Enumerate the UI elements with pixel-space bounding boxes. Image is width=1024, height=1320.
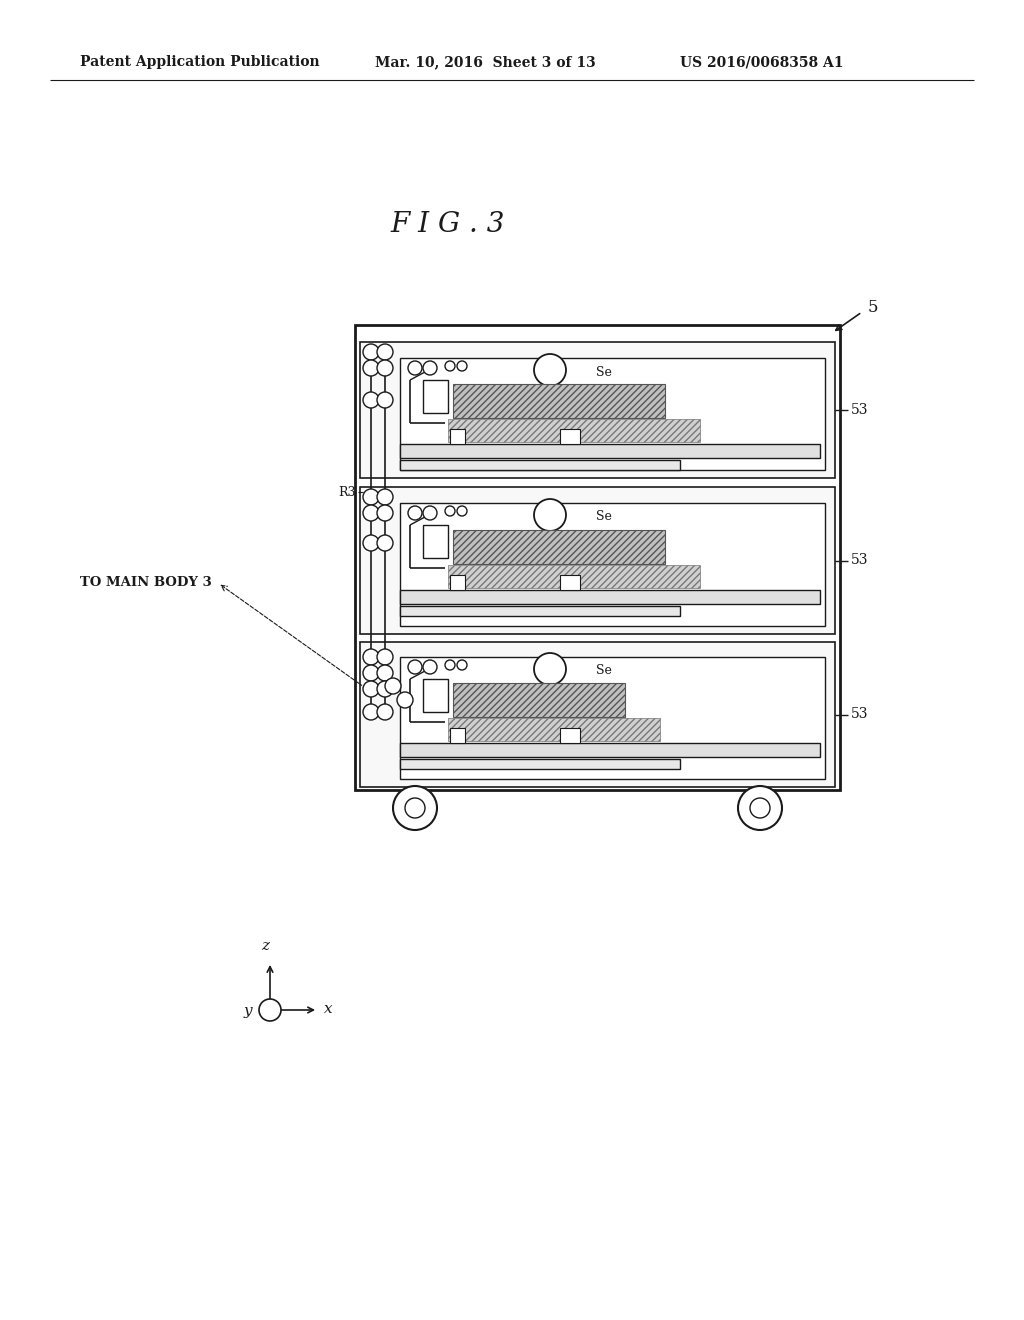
Bar	[355, 325, 840, 789]
Circle shape	[750, 799, 770, 818]
Circle shape	[362, 665, 379, 681]
Circle shape	[408, 660, 422, 675]
Bar	[400, 444, 820, 458]
Bar	[423, 380, 449, 413]
Circle shape	[377, 392, 393, 408]
Bar	[423, 678, 449, 711]
Circle shape	[457, 360, 467, 371]
Text: 53: 53	[851, 708, 868, 722]
Circle shape	[377, 535, 393, 550]
Bar	[449, 418, 700, 442]
Circle shape	[362, 704, 379, 719]
Bar	[400, 743, 820, 756]
Circle shape	[377, 506, 393, 521]
Bar	[560, 729, 580, 743]
Circle shape	[362, 488, 379, 506]
Bar	[400, 657, 825, 779]
Text: Se: Se	[596, 511, 612, 524]
Circle shape	[534, 354, 566, 385]
Bar	[560, 576, 580, 590]
Circle shape	[457, 506, 467, 516]
Bar	[400, 606, 680, 616]
Bar	[453, 531, 665, 564]
Circle shape	[408, 360, 422, 375]
Circle shape	[423, 506, 437, 520]
Circle shape	[445, 506, 455, 516]
Bar	[423, 525, 449, 558]
Text: TO MAIN BODY 3: TO MAIN BODY 3	[80, 577, 212, 590]
Circle shape	[362, 681, 379, 697]
Bar	[453, 682, 625, 717]
Bar	[449, 565, 700, 587]
Circle shape	[397, 692, 413, 708]
Circle shape	[534, 653, 566, 685]
Bar	[400, 459, 680, 470]
Circle shape	[259, 999, 281, 1020]
Bar	[453, 384, 665, 418]
Bar	[400, 358, 825, 470]
Circle shape	[445, 360, 455, 371]
Circle shape	[423, 660, 437, 675]
Text: 53: 53	[851, 403, 868, 417]
Text: US 2016/0068358 A1: US 2016/0068358 A1	[680, 55, 844, 69]
Circle shape	[423, 360, 437, 375]
Text: Mar. 10, 2016  Sheet 3 of 13: Mar. 10, 2016 Sheet 3 of 13	[375, 55, 596, 69]
Bar	[360, 642, 835, 787]
Circle shape	[377, 704, 393, 719]
Circle shape	[377, 360, 393, 376]
Text: Se: Se	[596, 664, 612, 677]
Circle shape	[362, 649, 379, 665]
Text: Patent Application Publication: Patent Application Publication	[80, 55, 319, 69]
Circle shape	[445, 660, 455, 671]
Circle shape	[534, 499, 566, 531]
Circle shape	[457, 660, 467, 671]
Bar	[450, 576, 465, 590]
Circle shape	[385, 678, 401, 694]
Circle shape	[377, 345, 393, 360]
Circle shape	[362, 506, 379, 521]
Text: y: y	[244, 1005, 252, 1018]
Circle shape	[738, 785, 782, 830]
Text: 5: 5	[868, 300, 879, 317]
Bar	[400, 759, 680, 770]
Text: z: z	[261, 939, 269, 953]
Circle shape	[362, 392, 379, 408]
Bar	[360, 342, 835, 478]
Bar	[450, 429, 465, 444]
Bar	[400, 503, 825, 626]
Circle shape	[362, 345, 379, 360]
Circle shape	[362, 535, 379, 550]
Text: Se: Se	[596, 366, 612, 379]
Text: 53: 53	[851, 553, 868, 568]
Bar	[560, 429, 580, 444]
Circle shape	[377, 681, 393, 697]
Bar	[450, 729, 465, 743]
Circle shape	[377, 649, 393, 665]
Circle shape	[377, 665, 393, 681]
Bar	[400, 590, 820, 605]
Text: x: x	[324, 1002, 333, 1016]
Circle shape	[406, 799, 425, 818]
Circle shape	[362, 360, 379, 376]
Circle shape	[408, 506, 422, 520]
Text: F I G . 3: F I G . 3	[390, 211, 505, 239]
Circle shape	[393, 785, 437, 830]
Bar	[360, 487, 835, 634]
Circle shape	[377, 488, 393, 506]
Text: R3: R3	[338, 486, 355, 499]
Bar	[449, 718, 660, 741]
